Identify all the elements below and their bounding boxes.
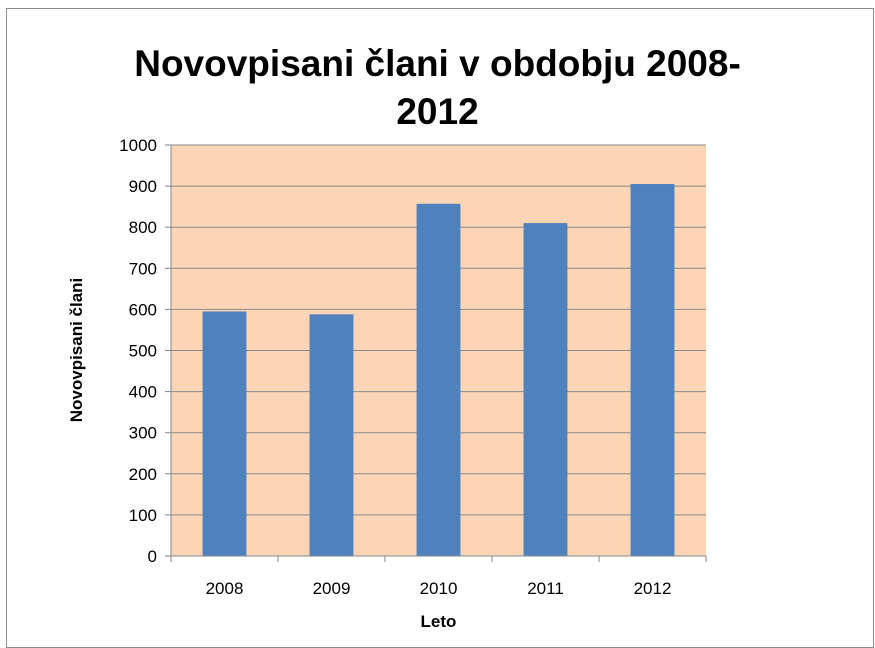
y-tick-label: 300: [129, 424, 157, 443]
y-tick-label: 100: [129, 506, 157, 525]
y-tick-label: 400: [129, 383, 157, 402]
x-tick-label: 2010: [420, 579, 458, 598]
y-axis-title: Novovpisani člani: [67, 278, 86, 423]
y-tick-label: 1000: [119, 136, 157, 155]
y-tick-label: 700: [129, 259, 157, 278]
bar-2011: [523, 223, 568, 556]
bar-2009: [309, 314, 354, 556]
bar-2012: [630, 184, 675, 557]
chart-title-line-1: Novovpisani člani v obdobju 2008-: [134, 43, 741, 84]
axes: [170, 145, 707, 562]
y-tick-label: 200: [129, 465, 157, 484]
x-tick-labels: 2008 2009 2010 2011 2012: [206, 579, 672, 598]
x-tick-label: 2008: [206, 579, 244, 598]
y-tick-label: 900: [129, 177, 157, 196]
x-tick-label: 2009: [313, 579, 351, 598]
x-axis-title: Leto: [421, 612, 457, 631]
x-tick-label: 2011: [527, 579, 564, 598]
bar-2010: [416, 203, 461, 556]
bars: [202, 184, 675, 557]
x-tick-label: 2012: [634, 579, 672, 598]
y-tick-label: 600: [129, 300, 157, 319]
y-tick-label: 800: [129, 218, 157, 237]
chart-title-line-2: 2012: [396, 91, 479, 132]
chart-title: Novovpisani člani v obdobju 2008- 2012: [0, 40, 875, 136]
y-tick-label: 500: [129, 342, 157, 361]
y-tick-labels: 0 100 200 300 400 500 600 700 800 900 1000: [119, 136, 157, 566]
bar-2008: [202, 311, 247, 556]
y-tick-label: 0: [148, 547, 157, 566]
